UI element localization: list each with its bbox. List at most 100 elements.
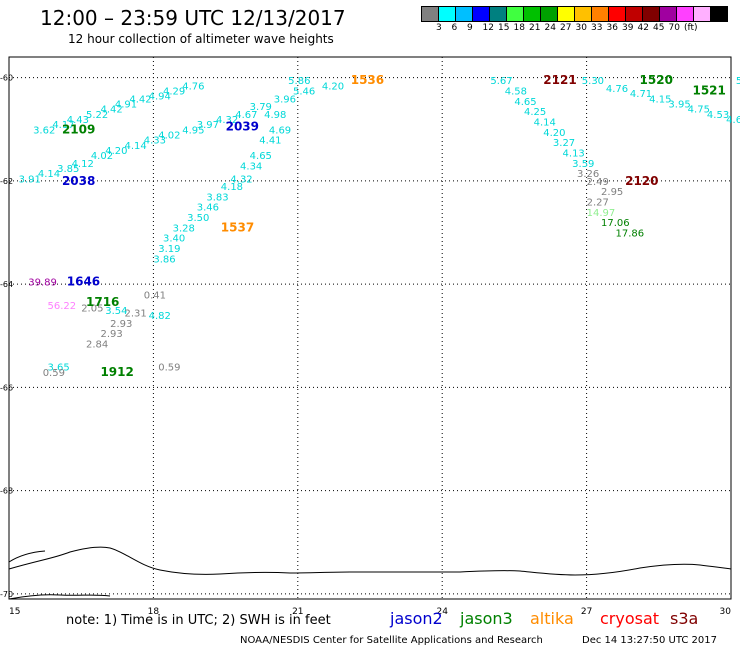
axis-ticks: 15 18 21 24 27 30 -60 -62 -64 -66 -68 -70 xyxy=(0,74,731,617)
x-tick-label: 21 xyxy=(292,607,303,617)
pass-time-label: 2121 xyxy=(543,73,576,87)
wave-height-value: 4.20 xyxy=(105,146,127,157)
wave-height-value: 4.41 xyxy=(259,136,281,147)
wave-height-value: 3.28 xyxy=(173,223,195,234)
wave-height-value: 3.59 xyxy=(572,159,594,170)
credit-text: NOAA/NESDIS Center for Satellite Applica… xyxy=(240,635,543,646)
satellite-altika: altika xyxy=(530,609,574,628)
wave-height-value: 4.32 xyxy=(216,115,238,126)
wave-height-value: 39.89 xyxy=(28,278,57,289)
wave-height-value: 3.50 xyxy=(187,213,209,224)
wave-height-value: 3.95 xyxy=(668,99,690,110)
wave-height-value: 4.32 xyxy=(230,174,252,185)
wave-height-value: 4.34 xyxy=(240,161,262,172)
wave-height-value: 5.22 xyxy=(86,110,108,121)
wave-height-value: 3.26 xyxy=(577,169,599,180)
wave-height-value: 4.14 xyxy=(534,118,556,129)
wave-height-value: 4.76 xyxy=(182,81,204,92)
pass-time-label: 1521 xyxy=(692,84,725,98)
wave-height-value: 4.98 xyxy=(264,110,286,121)
pass-time-label: 2120 xyxy=(625,174,658,188)
wave-height-value: 4.91 xyxy=(115,99,137,110)
wave-height-value: 3.91 xyxy=(19,174,41,185)
x-tick-label: 30 xyxy=(720,607,732,617)
wave-height-value: 17.06 xyxy=(601,218,630,229)
wave-height-labels: 5.86 15364.205.464.764.294.424.944.914.42… xyxy=(19,73,740,379)
pass-time-label: 1912 xyxy=(100,365,133,379)
y-tick-label: -68 xyxy=(0,487,13,496)
wave-height-value: 2.93 xyxy=(100,329,122,340)
legend-label: (ft) xyxy=(684,23,698,33)
legend-label: 27 xyxy=(560,23,572,33)
legend-label: 18 xyxy=(513,23,525,33)
y-tick-label: -70 xyxy=(0,590,13,599)
wave-height-value: 2.93 xyxy=(110,319,132,330)
wave-height-value: 3.85 xyxy=(57,164,79,175)
wave-height-value: 4.12 xyxy=(72,159,94,170)
wave-height-value: 2.31 xyxy=(125,309,147,320)
pass-time-label: 2109 xyxy=(62,122,95,136)
wave-height-value: 5.17 xyxy=(736,76,740,87)
satellite-s3a: s3a xyxy=(670,609,699,628)
y-tick-label: -64 xyxy=(0,280,13,289)
legend-label: 9 xyxy=(467,23,473,33)
wave-height-value: 3.79 xyxy=(250,102,272,113)
legend-label: 39 xyxy=(622,23,634,33)
wave-height-value: 0.41 xyxy=(144,290,166,301)
wave-height-value: 4.17 xyxy=(52,120,74,131)
wave-height-value: 4.65 xyxy=(250,151,272,162)
wave-height-value: 5.30 xyxy=(582,76,604,87)
wave-height-value: 4.65 xyxy=(514,97,536,108)
legend-label: 15 xyxy=(498,23,510,33)
wave-height-value: 4.82 xyxy=(149,311,171,322)
wave-height-value: 3.46 xyxy=(197,203,219,214)
wave-height-value: 4.58 xyxy=(505,87,527,98)
x-tick-label: 24 xyxy=(436,607,448,617)
wave-height-value: 4.18 xyxy=(221,182,243,193)
page-title: 12:00 – 23:59 UTC 12/13/2017 xyxy=(40,6,346,30)
satellite-jason2: jason2 xyxy=(390,609,443,628)
wave-height-value: 4.33 xyxy=(144,136,166,147)
wave-height-value: 0.59 xyxy=(158,363,180,374)
x-tick-label: 18 xyxy=(148,607,160,617)
map-grid xyxy=(9,57,731,599)
wave-height-value: 2.84 xyxy=(86,339,108,350)
wave-height-value: 5.46 xyxy=(293,87,315,98)
footer-note: note: 1) Time is in UTC; 2) SWH is in fe… xyxy=(66,613,331,628)
wave-height-value: 4.15 xyxy=(649,94,671,105)
wave-height-value: 56.22 xyxy=(48,301,77,312)
legend-label: 33 xyxy=(591,23,603,33)
legend-label: 36 xyxy=(606,23,618,33)
wave-height-value: 4.67 xyxy=(235,110,257,121)
wave-height-value: 3.40 xyxy=(163,234,185,245)
coastline-path-north xyxy=(8,550,46,563)
pass-time-label: 1716 xyxy=(86,295,119,309)
wave-height-value: 3.19 xyxy=(158,244,180,255)
wave-height-value: 4.75 xyxy=(688,105,710,116)
wave-height-value: 5.67 xyxy=(490,76,512,87)
pass-time-label: 1520 xyxy=(640,73,673,87)
wave-height-value: 3.96 xyxy=(274,94,296,105)
wave-height-value: 3.65 xyxy=(48,363,70,374)
wave-height-value: 3.27 xyxy=(553,138,575,149)
pass-time-label: 1536 xyxy=(351,73,384,87)
wave-height-value: 2.27 xyxy=(587,198,609,209)
wave-height-value: 4.13 xyxy=(563,148,585,159)
wave-height-value: 4.94 xyxy=(149,92,171,103)
wave-height-value: 3.54 xyxy=(105,306,127,317)
y-tick-label: -66 xyxy=(0,383,13,392)
legend-swatch xyxy=(710,6,728,22)
wave-height-value: 4.02 xyxy=(158,130,180,141)
legend-label: 6 xyxy=(451,23,458,33)
wave-height-value: 4.42 xyxy=(100,105,122,116)
wave-height-value: 17.86 xyxy=(615,229,644,240)
wave-height-value: 3.83 xyxy=(206,192,228,203)
wave-height-value: 4.76 xyxy=(606,84,628,95)
x-tick-label: 15 xyxy=(9,607,20,617)
wave-height-value: 2.95 xyxy=(601,187,623,198)
wave-height-value: 4.60 xyxy=(726,115,740,126)
wave-height-value: 2.49 xyxy=(587,177,609,188)
y-tick-label: -62 xyxy=(0,177,13,186)
wave-height-value: 4.20 xyxy=(543,128,565,139)
wave-height-value: 2.05 xyxy=(81,303,103,314)
